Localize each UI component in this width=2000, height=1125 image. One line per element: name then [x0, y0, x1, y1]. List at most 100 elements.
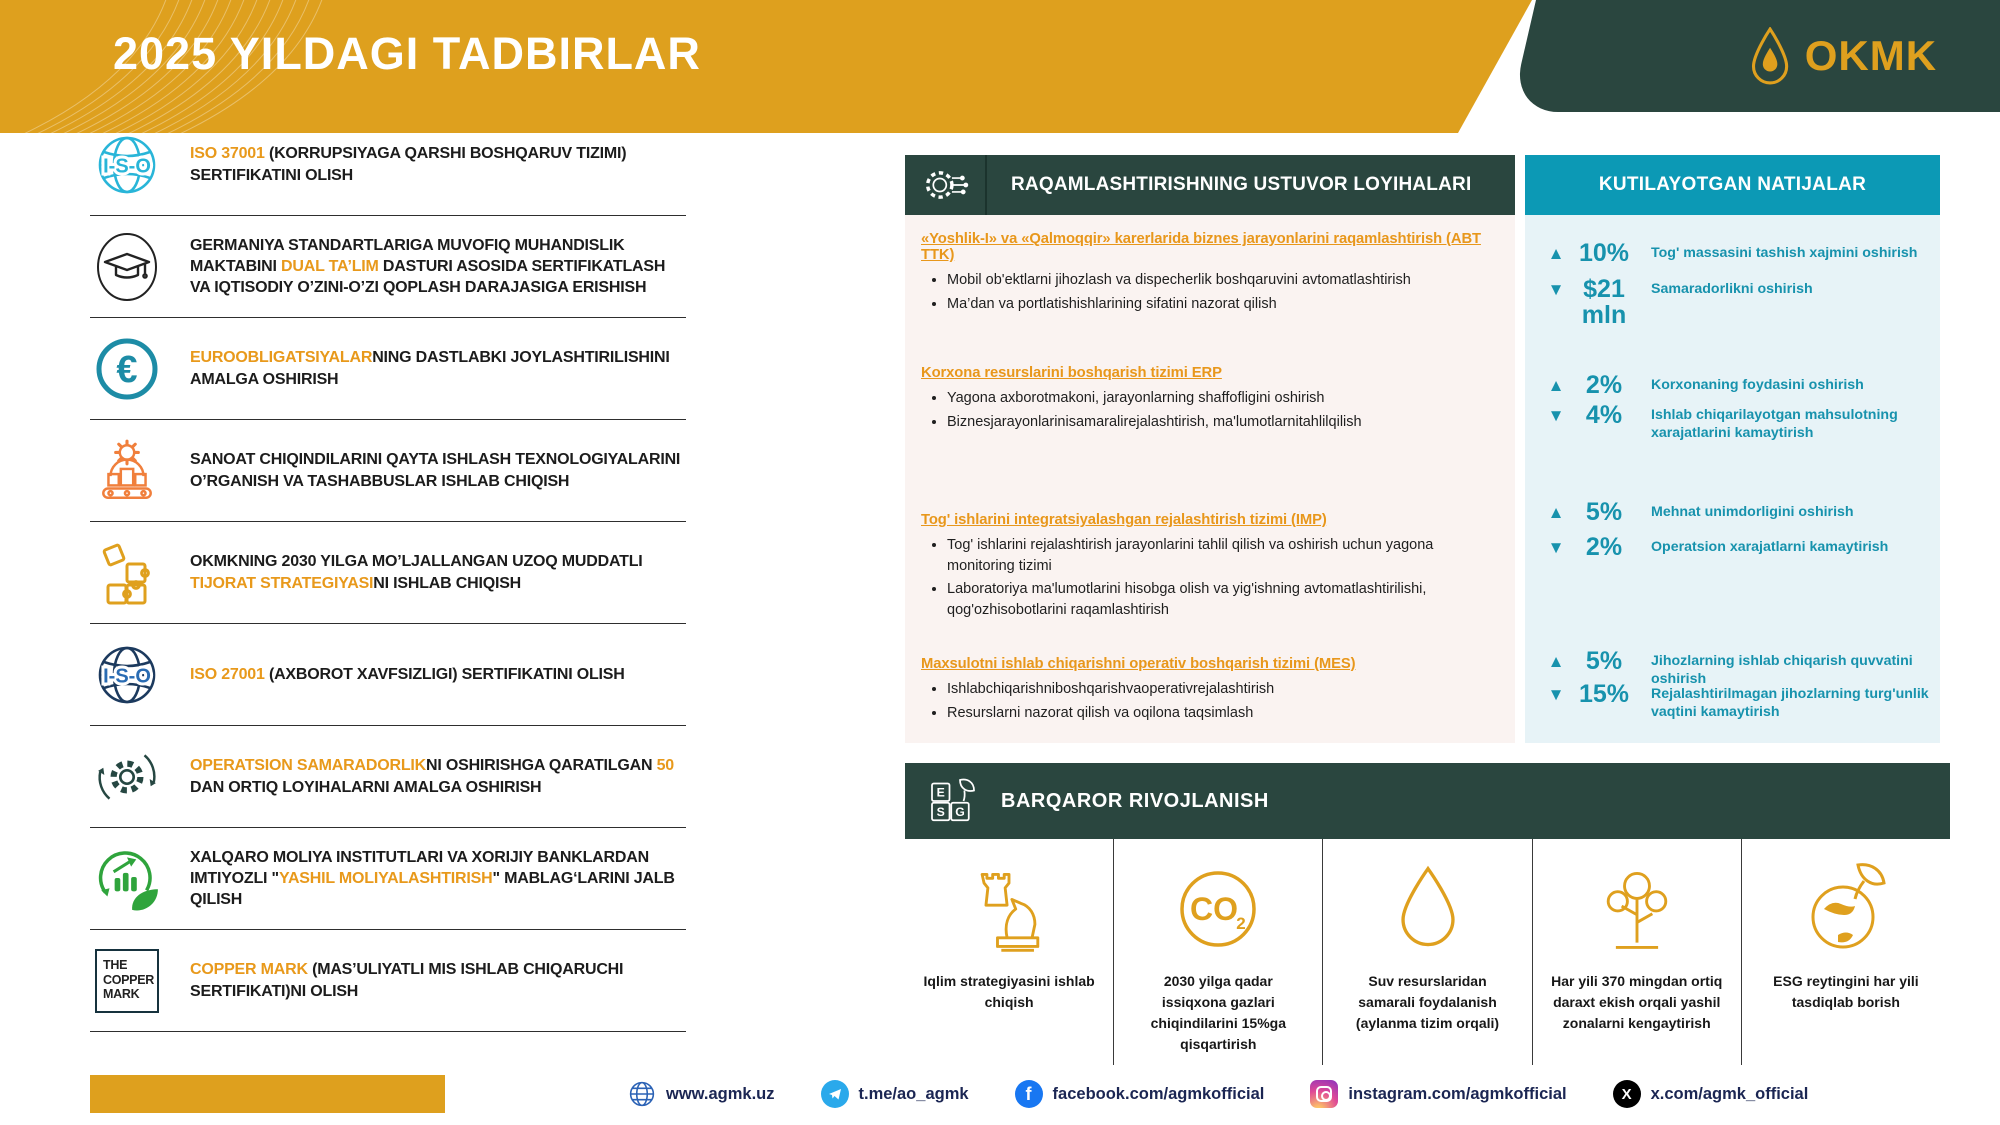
up-arrow-icon: ▲	[1547, 652, 1565, 671]
header-band: 2025 YILDAGI TADBIRLAR	[0, 0, 1532, 133]
telegram-label: t.me/ao_agmk	[858, 1084, 969, 1103]
up-arrow-icon: ▲	[1547, 376, 1565, 395]
section-bullet: Resurslarni nazorat qilish va oqilona ta…	[947, 703, 1503, 724]
result-row: ▲ 5% Jihozlarning ishlab chiqarish quvva…	[1541, 648, 1932, 689]
sustain-caption: Suv resurslaridan samarali foydalanish (…	[1355, 973, 1500, 1031]
list-item: OPERATSION SAMARADORLIKNI OSHIRISHGA QAR…	[90, 726, 686, 828]
list-item: SANOAT CHIQINDILARINI QAYTA ISHLASH TEXN…	[90, 420, 686, 522]
list-item-text: ISO 27001 (AXBOROT XAVFSIZLIGI) SERTIFIK…	[190, 665, 625, 683]
result-label: Tog' massasini tashish xajmini oshirish	[1651, 245, 1918, 261]
section-bullet: Biznesjarayonlarinisamaralirejalashtiris…	[947, 412, 1503, 433]
svg-text:E: E	[937, 786, 945, 800]
sustainability-columns: Iqlim strategiyasini ishlab chiqish CO 2…	[905, 839, 1950, 1065]
svg-text:€: €	[116, 349, 137, 391]
svg-text:I-S-O: I-S-O	[103, 155, 151, 177]
wave-decoration-icon	[0, 0, 329, 133]
copper-mark-line: MARK	[103, 987, 140, 1002]
footer-accent-bar	[90, 1075, 445, 1113]
sustainability-header: E S G BARQAROR RIVOJLANISH	[905, 763, 1950, 839]
copper-mark-line: COPPER	[103, 972, 154, 987]
sustainability-title: BARQAROR RIVOJLANISH	[1001, 789, 1269, 812]
list-item-text: OPERATSION SAMARADORLIKNI OSHIRISHGA QAR…	[190, 757, 674, 796]
list-item: € EUROOBLIGATSIYALARNING DASTLABKI JOYLA…	[90, 318, 686, 420]
result-row: ▲ 2% Korxonaning foydasini oshirish	[1541, 372, 1932, 399]
result-value: 10%	[1578, 239, 1630, 267]
down-arrow-icon: ▼	[1547, 280, 1565, 299]
down-arrow-icon: ▼	[1547, 406, 1565, 425]
okmk-drop-icon	[1751, 27, 1788, 85]
telegram-icon	[820, 1080, 849, 1108]
result-value: 15%	[1578, 680, 1630, 708]
esg-icon: E S G	[931, 778, 975, 822]
result-row: ▲ 10% Tog' massasini tashish xajmini osh…	[1541, 239, 1932, 267]
list-item-text: XALQARO MOLIYA INSTITUTLARI VA XORIJIY B…	[190, 848, 675, 909]
page-title: 2025 YILDAGI TADBIRLAR	[113, 28, 701, 79]
okmk-logo-panel: OKMK	[1510, 0, 2000, 112]
result-row: ▲ 5% Mehnat unimdorligini oshirish	[1541, 499, 1932, 526]
list-item-text: OKMKNING 2030 YILGA MO’LJALLANGAN UZOQ M…	[190, 553, 643, 592]
sustain-caption: Iqlim strategiyasini ishlab chiqish	[923, 973, 1095, 1010]
sustain-col: ESG reytingini har yili tasdiqlab borish	[1740, 839, 1950, 1065]
section-heading: «Yoshlik-I» va «Qalmoqqir» karerlarida b…	[921, 231, 1481, 263]
result-label: Operatsion xarajatlarni kamaytirish	[1651, 539, 1889, 555]
facebook-label: facebook.com/agmkofficial	[1052, 1084, 1265, 1103]
result-row: ▼ $21 mln Samaradorlikni oshirish	[1541, 275, 1932, 329]
instagram-link[interactable]: instagram.com/agmkofficial	[1310, 1080, 1567, 1108]
facebook-link[interactable]: f facebook.com/agmkofficial	[1014, 1080, 1265, 1108]
puzzle-icon	[90, 538, 164, 608]
recycling-plant-icon	[90, 437, 164, 505]
list-item: XALQARO MOLIYA INSTITUTLARI VA XORIJIY B…	[90, 828, 686, 930]
svg-text:CO: CO	[1190, 891, 1238, 927]
result-label: Ishlab chiqarilayotgan mahsulotning xara…	[1651, 407, 1898, 441]
digital-section: Tog' ishlarini integratsiyalashgan rejal…	[921, 512, 1503, 623]
sustain-caption: Har yili 370 mingdan ortiq daraxt ekish …	[1551, 973, 1723, 1031]
section-bullet: Yagona axborotmakoni, jarayonlarning sha…	[947, 388, 1503, 409]
chess-strategy-icon	[915, 853, 1103, 965]
results-panel: KUTILAYOTGAN NATIJALAR ▲ 10% Tog' massas…	[1525, 155, 1940, 743]
instagram-icon	[1310, 1080, 1339, 1108]
list-item: I-S-O ISO 37001 (KORRUPSIYAGA QARSHI BOS…	[90, 114, 686, 216]
list-item: GERMANIYA STANDARTLARIGA MUVOFIQ MUHANDI…	[90, 216, 686, 318]
section-bullet: Ma’dan va portlatishishlarining sifatini…	[947, 294, 1503, 315]
digital-section: Maxsulotni ishlab chiqarishni operativ b…	[921, 656, 1503, 726]
x-label: x.com/agmk_official	[1650, 1084, 1809, 1103]
list-item-text: COPPER MARK (MAS’ULIYATLI MIS ISHLAB CHI…	[190, 961, 624, 1000]
result-row: ▼ 15% Rejalashtirilmagan jihozlarning tu…	[1541, 680, 1932, 722]
section-heading: Korxona resurslarini boshqarish tizimi E…	[921, 365, 1222, 381]
okmk-logo-text: OKMK	[1804, 32, 1938, 79]
sustain-col: Iqlim strategiyasini ishlab chiqish	[905, 839, 1113, 1065]
graduation-cap-icon	[90, 232, 164, 302]
section-bullet: Tog' ishlarini rejalashtirish jarayonlar…	[947, 535, 1503, 576]
list-item-text: GERMANIYA STANDARTLARIGA MUVOFIQ MUHANDI…	[190, 236, 666, 297]
telegram-link[interactable]: t.me/ao_agmk	[820, 1080, 969, 1108]
svg-text:S: S	[937, 805, 945, 819]
section-heading: Tog' ishlarini integratsiyalashgan rejal…	[921, 512, 1327, 528]
result-label: Rejalashtirilmagan jihozlarning turg'unl…	[1651, 686, 1929, 720]
sustain-col: Suv resurslaridan samarali foydalanish (…	[1322, 839, 1531, 1065]
result-value: $21 mln	[1581, 275, 1627, 329]
digitalization-title: RAQAMLASHTIRISHNING USTUVOR LOYIHALARI	[1011, 174, 1472, 195]
x-link[interactable]: X x.com/agmk_official	[1612, 1080, 1809, 1108]
svg-text:I-S-O: I-S-O	[103, 665, 151, 687]
globe-leaf-icon	[1752, 853, 1940, 965]
result-value: 2%	[1585, 533, 1623, 561]
section-heading: Maxsulotni ishlab chiqarishni operativ b…	[921, 656, 1356, 672]
sustain-col: Har yili 370 mingdan ortiq daraxt ekish …	[1531, 839, 1741, 1065]
section-bullet: Mobil ob'ektlarni jihozlash va dispecher…	[947, 270, 1503, 291]
copper-mark-logo: THE COPPER MARK	[90, 948, 164, 1013]
water-drop-icon	[1333, 853, 1521, 965]
results-title: KUTILAYOTGAN NATIJALAR	[1525, 155, 1940, 215]
result-value: 4%	[1585, 401, 1623, 429]
down-arrow-icon: ▼	[1547, 685, 1565, 704]
instagram-label: instagram.com/agmkofficial	[1348, 1084, 1567, 1103]
result-row: ▼ 4% Ishlab chiqarilayotgan mahsulotning…	[1541, 401, 1932, 443]
section-bullet: Ishlabchiqarishniboshqarishvaoperativrej…	[947, 679, 1503, 700]
iso-globe-cyan-icon: I-S-O	[90, 131, 164, 199]
green-finance-icon	[90, 845, 164, 913]
website-link[interactable]: www.agmk.uz	[628, 1080, 775, 1108]
result-label: Korxonaning foydasini oshirish	[1651, 377, 1864, 393]
down-arrow-icon: ▼	[1547, 538, 1565, 557]
svg-text:G: G	[955, 805, 965, 819]
list-item: OKMKNING 2030 YILGA MO’LJALLANGAN UZOQ M…	[90, 522, 686, 624]
